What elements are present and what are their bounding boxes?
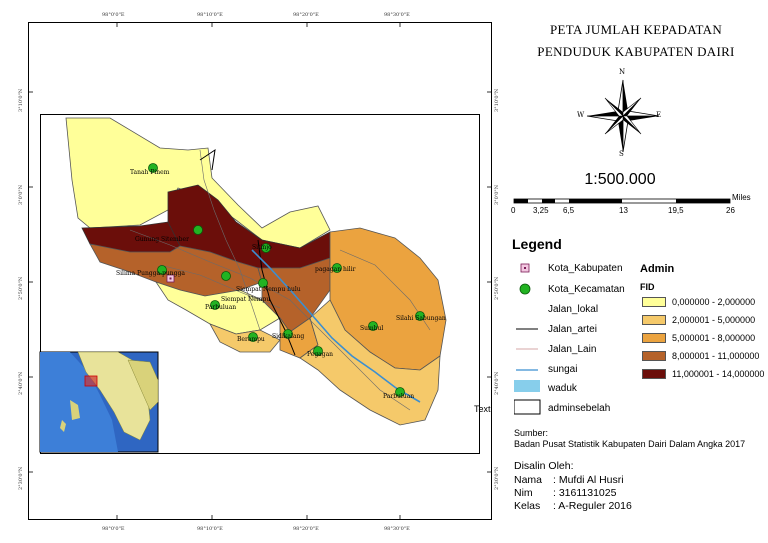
place-label-3: Sitinjo xyxy=(252,244,272,251)
legend-kota-kecamatan: Kota_Kecamatan xyxy=(548,284,625,295)
scale-tick-1: 3,25 xyxy=(533,206,549,215)
scale-unit: Miles xyxy=(732,193,751,202)
place-label-14: Parbuluan xyxy=(383,393,415,400)
scale-tick-3: 13 xyxy=(619,206,628,215)
class-label-3: 5,000001 - 8,000000 xyxy=(672,333,756,343)
legend-jalan-lain: Jalan_Lain xyxy=(548,344,597,355)
inset-map xyxy=(39,351,159,453)
legend-waduk: waduk xyxy=(548,383,577,394)
legend-sungai: sungai xyxy=(548,364,578,375)
river xyxy=(251,249,421,403)
scale-tick-0: 0 xyxy=(511,206,516,215)
scale-ratio: 1:500.000 xyxy=(584,171,656,188)
place-label-8: Parbuluan xyxy=(205,304,237,311)
scale-tick-4: 19,5 xyxy=(668,206,684,215)
credit-kelas-value: : A-Reguler 2016 xyxy=(553,500,632,512)
legend-title: Legend xyxy=(512,236,562,252)
place-label-2: Gunung Sitember xyxy=(135,236,189,243)
credit-nim-value: : 3161131025 xyxy=(553,487,617,499)
class-label-1: 0,000000 - 2,000000 xyxy=(672,297,756,307)
place-label-11: Berampu xyxy=(237,336,265,343)
stray-text-label: Text xyxy=(474,404,491,414)
class-label-5: 11,000001 - 14,000000 xyxy=(672,369,765,379)
class-swatch-5 xyxy=(642,369,666,379)
graticule-bottom-2: 98°10'0"E xyxy=(197,526,223,532)
compass-e-label: E xyxy=(656,111,662,119)
graticule-bottom-1: 98°0'0"E xyxy=(102,526,125,532)
class-label-4: 8,000001 - 11,000000 xyxy=(672,351,760,361)
compass-rose-icon xyxy=(586,79,660,153)
place-label-12: Sumbul xyxy=(360,325,384,332)
map-frame xyxy=(28,22,492,520)
place-label-4: Silima Pungga-pungga xyxy=(116,270,185,277)
graticule-bottom-3: 98°20'0"E xyxy=(293,526,319,532)
source-label: Sumber: xyxy=(514,428,549,438)
legend-symbols xyxy=(514,263,541,415)
graticule-top-3: 98°20'0"E xyxy=(293,12,319,18)
credit-nama-value: : Mufdi Al Husri xyxy=(553,474,624,486)
scale-tick-2: 6,5 xyxy=(563,206,575,215)
legend-admin-title: Admin xyxy=(640,263,675,275)
legend-kota-kabupaten: Kota_Kabupaten xyxy=(548,263,623,274)
class-label-2: 2,000001 - 5,000000 xyxy=(672,315,756,325)
credit-heading: Disalin Oleh: xyxy=(514,460,574,472)
legend-field-name: FID xyxy=(640,282,655,292)
map-title-line1: PETA JUMLAH KEPADATAN xyxy=(549,22,723,37)
compass-s-label: S xyxy=(619,150,624,158)
class-swatch-1 xyxy=(642,297,666,307)
place-label-5: Siempat Nempu xyxy=(221,296,271,303)
place-label-1: Tanah Pinem xyxy=(130,169,170,176)
class-swatch-2 xyxy=(642,315,666,325)
credit-nim-key: Nim xyxy=(514,487,533,499)
compass-w-label: W xyxy=(577,111,585,119)
region-berampu xyxy=(209,323,281,353)
graticule-top-4: 98°30'0"E xyxy=(384,12,410,18)
legend-jalan-artei: Jalan_artei xyxy=(548,324,597,335)
class-swatch-3 xyxy=(642,333,666,343)
scale-bar xyxy=(513,198,731,204)
graticule-top-1: 98°0'0"E xyxy=(102,12,125,18)
legend-jalan-lokal: Jalan_lokal xyxy=(548,304,599,315)
graticule-top-2: 98°10'0"E xyxy=(197,12,223,18)
legend-adminsebelah: adminsebelah xyxy=(548,403,611,414)
class-swatch-4 xyxy=(642,351,666,361)
place-label-10: Sidikalang xyxy=(272,333,305,340)
map-title-line2: PENDUDUK KABUPATEN DAIRI xyxy=(537,44,735,59)
compass-n-label: N xyxy=(619,68,626,76)
place-label-13: Pegagan xyxy=(307,351,334,358)
scale-tick-5: 26 xyxy=(726,206,735,215)
place-label-6: Siempat Nempu hulu xyxy=(236,286,301,293)
credit-kelas-key: Kelas xyxy=(514,500,541,512)
place-label-9: Silahi Sabungan xyxy=(396,315,446,322)
source-text: Badan Pusat Statistik Kabupaten Dairi Da… xyxy=(514,439,746,449)
graticule-bottom-4: 98°30'0"E xyxy=(384,526,410,532)
credit-nama-key: Nama xyxy=(514,474,543,486)
place-label-7: pagagan hilir xyxy=(315,266,356,273)
